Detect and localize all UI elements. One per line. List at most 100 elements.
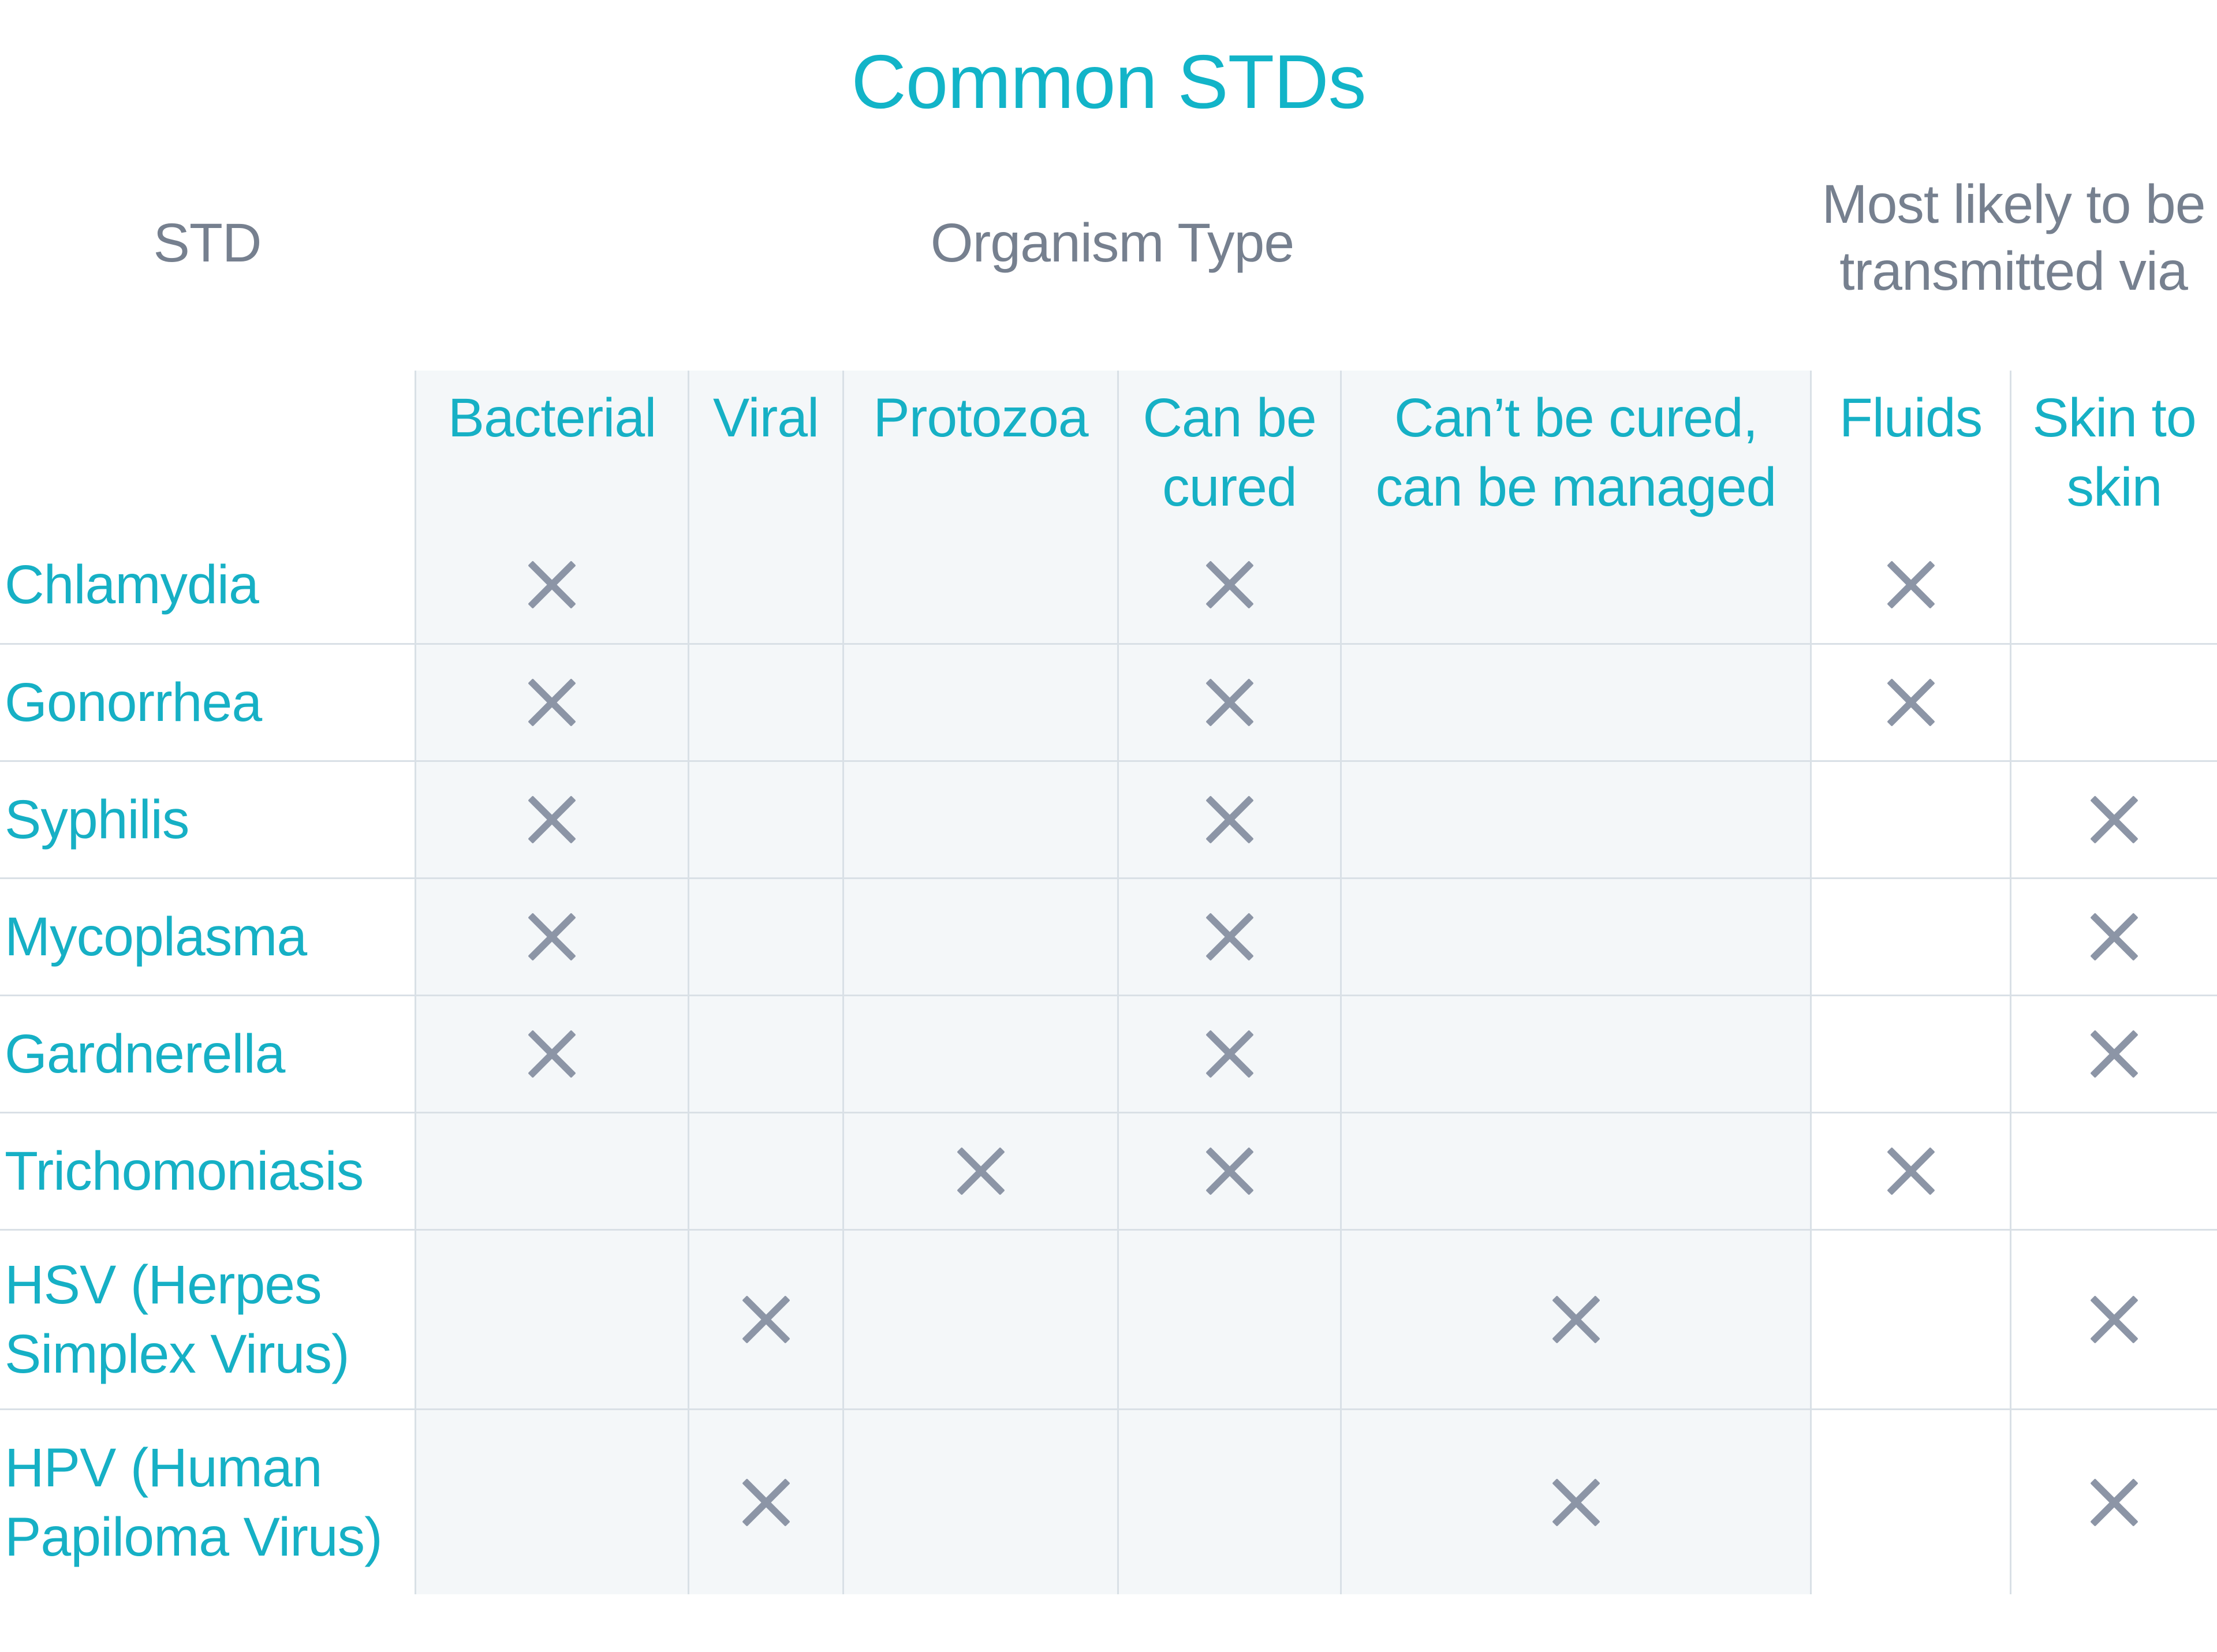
x-mark-icon bbox=[527, 560, 577, 610]
x-mark-icon bbox=[527, 678, 577, 727]
x-mark-icon bbox=[1205, 678, 1255, 727]
group-header-organism-type: Organism Type bbox=[930, 212, 1294, 274]
table-cell bbox=[688, 760, 842, 877]
page-title: Common STDs bbox=[851, 39, 1366, 124]
table-cell bbox=[688, 1408, 842, 1594]
column-header-bacterial: Bacterial bbox=[415, 371, 688, 526]
table-cell bbox=[1340, 526, 1810, 643]
table-cell bbox=[688, 1112, 842, 1229]
row-label: Gonorrhea bbox=[0, 643, 415, 760]
x-mark-icon bbox=[527, 795, 577, 844]
x-mark-icon bbox=[741, 1295, 791, 1344]
table-cell bbox=[1117, 1408, 1340, 1594]
table-cell bbox=[842, 877, 1117, 995]
x-mark-icon bbox=[1205, 912, 1255, 962]
x-mark-icon bbox=[1886, 1146, 1936, 1196]
table-cell bbox=[1117, 526, 1340, 643]
table-cell bbox=[1340, 1229, 1810, 1408]
table-cell bbox=[842, 643, 1117, 760]
table-cell bbox=[1810, 526, 2010, 643]
table-cell bbox=[1340, 1112, 1810, 1229]
table-cell bbox=[1340, 995, 1810, 1112]
table-cell bbox=[1117, 643, 1340, 760]
table-cell bbox=[688, 643, 842, 760]
x-mark-icon bbox=[2089, 795, 2139, 844]
table-cell bbox=[2010, 526, 2217, 643]
row-label: HSV (Herpes Simplex Virus) bbox=[0, 1229, 415, 1408]
table-cell bbox=[1810, 760, 2010, 877]
x-mark-icon bbox=[1551, 1295, 1601, 1344]
column-header-can-be-cured: Can be cured bbox=[1117, 371, 1340, 526]
x-mark-icon bbox=[527, 912, 577, 962]
table-cell bbox=[842, 1229, 1117, 1408]
x-mark-icon bbox=[741, 1478, 791, 1527]
table-cell bbox=[415, 1408, 688, 1594]
table-cell bbox=[1340, 643, 1810, 760]
column-header-cant-be-cured: Can’t be cured, can be managed bbox=[1340, 371, 1810, 526]
x-mark-icon bbox=[1886, 678, 1936, 727]
table-cell bbox=[2010, 643, 2217, 760]
table-cell bbox=[2010, 877, 2217, 995]
x-mark-icon bbox=[1205, 1029, 1255, 1079]
row-label: Trichomoniasis bbox=[0, 1112, 415, 1229]
table-cell bbox=[688, 1229, 842, 1408]
table-cell bbox=[1810, 995, 2010, 1112]
table-cell bbox=[1340, 760, 1810, 877]
table-cell bbox=[2010, 1112, 2217, 1229]
x-mark-icon bbox=[1551, 1478, 1601, 1527]
table-corner-cell bbox=[0, 371, 415, 526]
table-cell bbox=[415, 526, 688, 643]
row-label: Gardnerella bbox=[0, 995, 415, 1112]
table-cell bbox=[1810, 643, 2010, 760]
x-mark-icon bbox=[1205, 560, 1255, 610]
table-cell bbox=[1117, 1112, 1340, 1229]
table-cell bbox=[1340, 1408, 1810, 1594]
x-mark-icon bbox=[1205, 795, 1255, 844]
table-cell bbox=[2010, 760, 2217, 877]
column-header-skin-to-skin: Skin to skin bbox=[2010, 371, 2217, 526]
table-cell bbox=[1117, 877, 1340, 995]
x-mark-icon bbox=[2089, 1295, 2139, 1344]
table-cell bbox=[842, 995, 1117, 1112]
table-cell bbox=[842, 760, 1117, 877]
table-cell bbox=[2010, 1229, 2217, 1408]
table-cell bbox=[842, 1112, 1117, 1229]
row-label: Mycoplasma bbox=[0, 877, 415, 995]
table-cell bbox=[842, 1408, 1117, 1594]
table-cell bbox=[1810, 877, 2010, 995]
group-header-transmission: Most likely to be transmitted via bbox=[1822, 174, 2205, 302]
table-cell bbox=[688, 995, 842, 1112]
column-header-protozoa: Protozoa bbox=[842, 371, 1117, 526]
table-cell bbox=[688, 526, 842, 643]
x-mark-icon bbox=[1205, 1146, 1255, 1196]
table-cell bbox=[1117, 760, 1340, 877]
table-cell bbox=[415, 760, 688, 877]
table-cell bbox=[1810, 1229, 2010, 1408]
column-header-fluids: Fluids bbox=[1810, 371, 2010, 526]
table-cell bbox=[1117, 995, 1340, 1112]
group-header-std: STD bbox=[153, 212, 262, 274]
x-mark-icon bbox=[2089, 1029, 2139, 1079]
x-mark-icon bbox=[527, 1029, 577, 1079]
row-label: Chlamydia bbox=[5, 554, 259, 615]
x-mark-icon bbox=[956, 1146, 1006, 1196]
table-cell bbox=[1340, 877, 1810, 995]
table-cell bbox=[842, 526, 1117, 643]
table-cell bbox=[688, 877, 842, 995]
x-mark-icon bbox=[2089, 912, 2139, 962]
table-cell bbox=[415, 643, 688, 760]
std-table: Bacterial Viral Protozoa Can be cured Ca… bbox=[0, 371, 2217, 1594]
x-mark-icon bbox=[1886, 560, 1936, 610]
table-cell bbox=[2010, 995, 2217, 1112]
x-mark-icon bbox=[2089, 1478, 2139, 1527]
table-cell bbox=[415, 1229, 688, 1408]
row-label: Syphilis bbox=[0, 760, 415, 877]
column-header-viral: Viral bbox=[688, 371, 842, 526]
table-cell bbox=[415, 995, 688, 1112]
table-cell bbox=[415, 1112, 688, 1229]
table-cell bbox=[1810, 1112, 2010, 1229]
table-cell bbox=[415, 877, 688, 995]
row-label: HPV (Human Papiloma Virus) bbox=[0, 1408, 415, 1594]
table-cell bbox=[2010, 1408, 2217, 1594]
